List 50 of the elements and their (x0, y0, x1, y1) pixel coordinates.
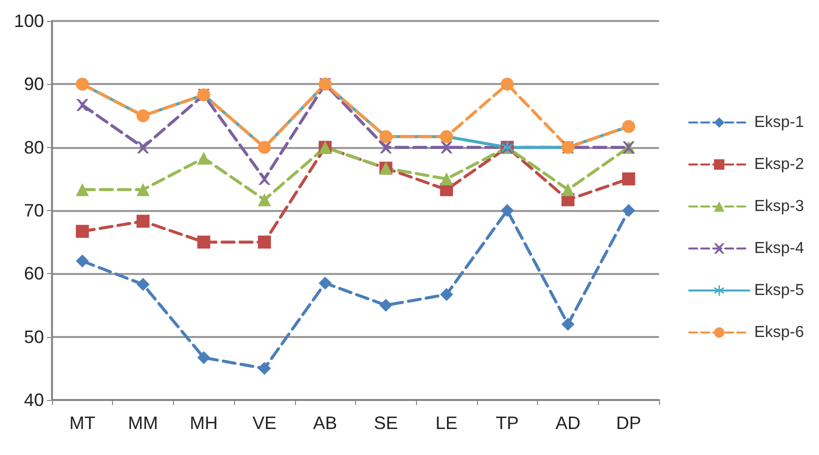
point (379, 298, 392, 312)
point (197, 351, 210, 364)
x-tick-label: MT (69, 413, 96, 433)
x-tick-label: TP (496, 413, 519, 433)
point (258, 362, 271, 375)
point (622, 172, 636, 186)
point (561, 318, 574, 331)
point (136, 278, 150, 291)
y-tick-label: 50 (24, 326, 44, 347)
x-tick-label: SE (374, 413, 398, 433)
point (197, 236, 210, 249)
y-tick-label: 70 (24, 200, 44, 220)
legend-label: Eksp-4 (754, 240, 804, 257)
x-tick-label: AB (313, 413, 338, 433)
point (258, 193, 271, 206)
point (500, 78, 514, 91)
point (76, 183, 89, 196)
y-tick-label: 60 (24, 264, 44, 284)
point (76, 254, 89, 268)
point (622, 204, 636, 217)
y-tick-label: 80 (24, 137, 44, 158)
point (440, 172, 454, 186)
legend-label: Eksp-2 (754, 156, 804, 173)
point (500, 204, 514, 217)
point (440, 288, 454, 302)
y-tick-label: 90 (24, 74, 44, 94)
y-tick-label: 40 (24, 390, 44, 410)
point (136, 183, 150, 196)
x-tick-label: LE (436, 413, 458, 433)
point (258, 236, 271, 249)
x-tick-label: DP (616, 413, 642, 433)
point (258, 172, 270, 185)
legend-label: Eksp-3 (754, 198, 804, 215)
point (76, 224, 89, 238)
point (318, 276, 332, 290)
point (137, 141, 150, 154)
y-tick-label: 100 (14, 11, 44, 31)
legend-label: Eksp-1 (754, 114, 804, 131)
x-tick-label: VE (252, 413, 276, 433)
point (380, 141, 392, 154)
point (561, 183, 574, 196)
x-tick-label: MH (190, 413, 218, 433)
x-tick-label: AD (555, 413, 580, 433)
point (440, 141, 453, 154)
legend-label: Eksp-6 (754, 324, 804, 341)
point (197, 152, 210, 165)
point (76, 99, 88, 112)
point (136, 214, 150, 228)
x-tick-label: MM (128, 413, 158, 433)
legend-label: Eksp-5 (754, 282, 804, 299)
